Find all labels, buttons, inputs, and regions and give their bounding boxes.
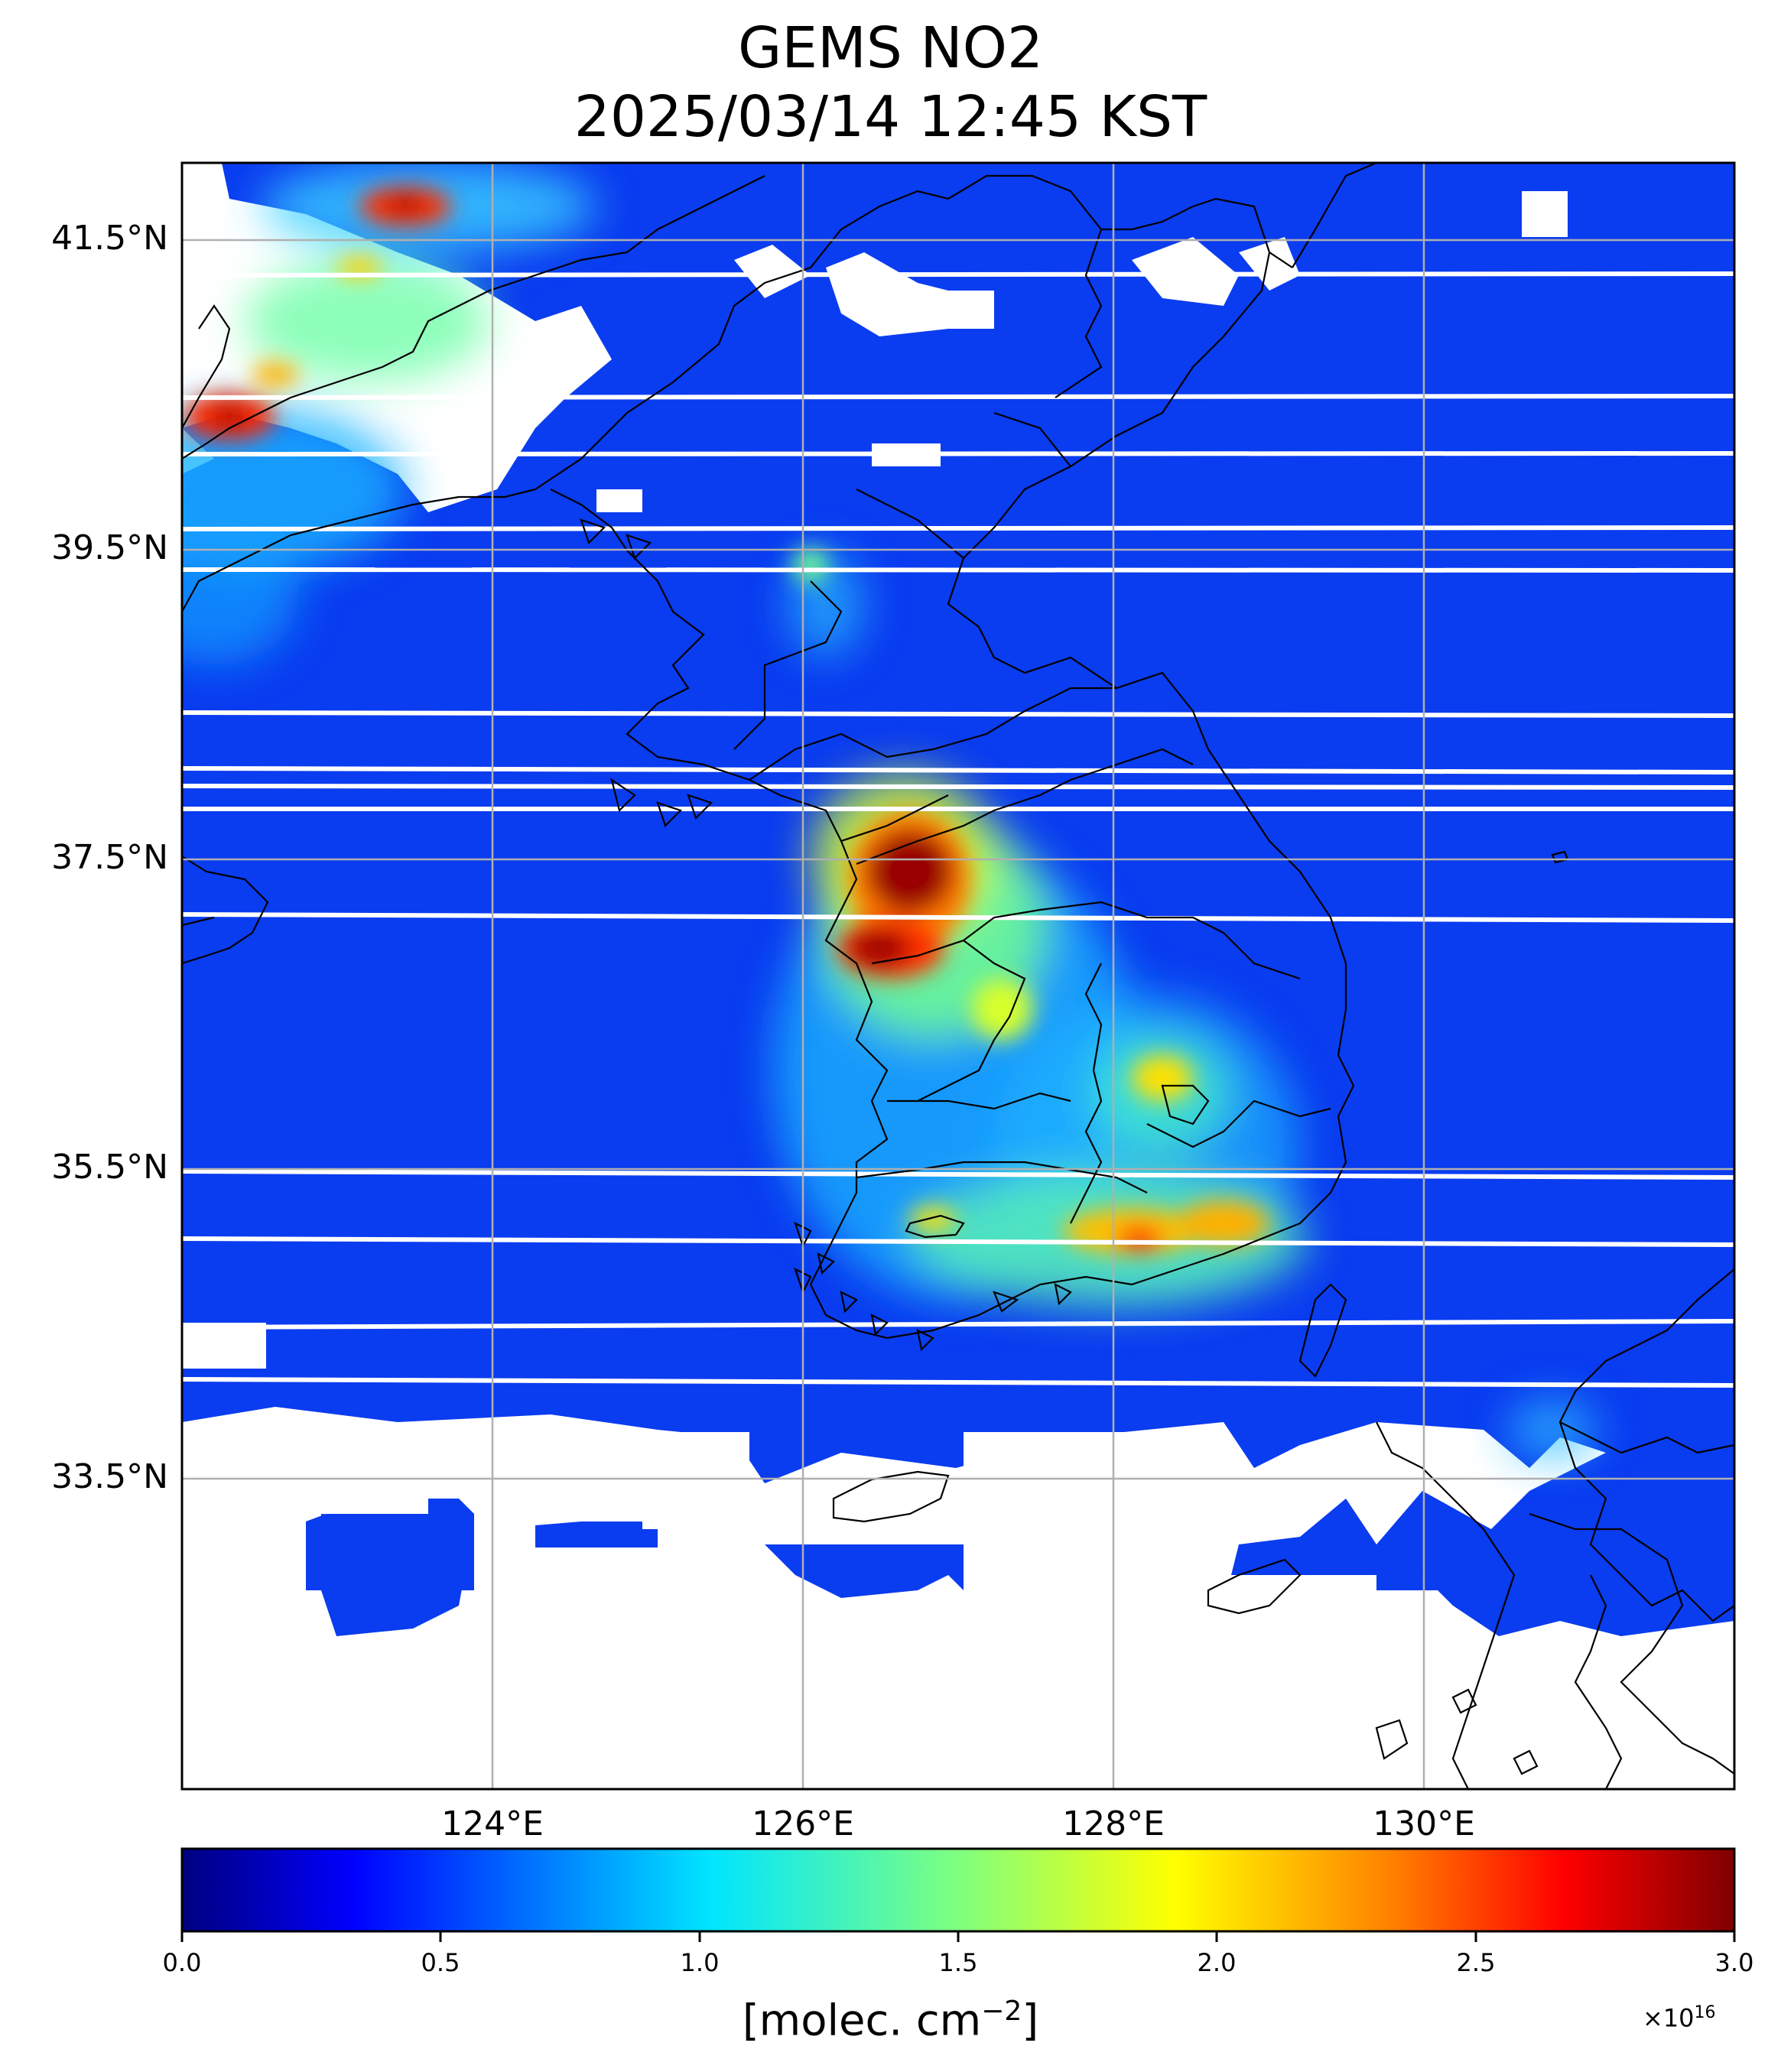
colorbar-tick-label: 2.0 — [1197, 1948, 1237, 1977]
lat-label-41-5: 41.5°N — [51, 219, 168, 258]
colorbar — [180, 1847, 1736, 1933]
lat-label-33-5: 33.5°N — [51, 1457, 168, 1496]
lat-label-39-5: 39.5°N — [51, 528, 168, 567]
colorbar-tick-label: 3.0 — [1714, 1948, 1754, 1977]
lon-label-128: 128°E — [1062, 1804, 1165, 1843]
colorbar-tick-label: 1.0 — [680, 1948, 720, 1977]
map-title: GEMS NO2 2025/03/14 12:45 KST — [0, 14, 1781, 151]
map-frame — [180, 161, 1736, 1791]
lat-label-37-5: 37.5°N — [51, 838, 168, 877]
colorbar-tick-label: 0.0 — [162, 1948, 202, 1977]
colorbar-ticks — [180, 1931, 1736, 1942]
lon-label-124: 124°E — [441, 1804, 544, 1843]
no2-data-field — [182, 163, 1734, 1789]
no2-hotspots — [184, 187, 1269, 1254]
map-gridlines — [182, 163, 1734, 1789]
lat-label-35-5: 35.5°N — [51, 1148, 168, 1187]
southern-retrieval-patches-2 — [321, 1514, 1734, 1636]
colorbar-units-label: [molec. cm−2] — [742, 1996, 1039, 2046]
colorbar-tick-label: 2.5 — [1456, 1948, 1496, 1977]
coastlines-and-borders — [182, 163, 1734, 1789]
title-line-1: GEMS NO2 — [737, 15, 1044, 81]
colorbar-scale-factor: ×1016 — [1643, 2003, 1716, 2033]
missing-scan-lines — [182, 271, 1734, 1388]
colorbar-tick-label: 1.5 — [938, 1948, 978, 1977]
colorbar-tick-label: 0.5 — [421, 1948, 460, 1977]
title-line-2: 2025/03/14 12:45 KST — [574, 84, 1207, 150]
lon-label-130: 130°E — [1373, 1804, 1475, 1843]
lon-label-126: 126°E — [752, 1804, 854, 1843]
